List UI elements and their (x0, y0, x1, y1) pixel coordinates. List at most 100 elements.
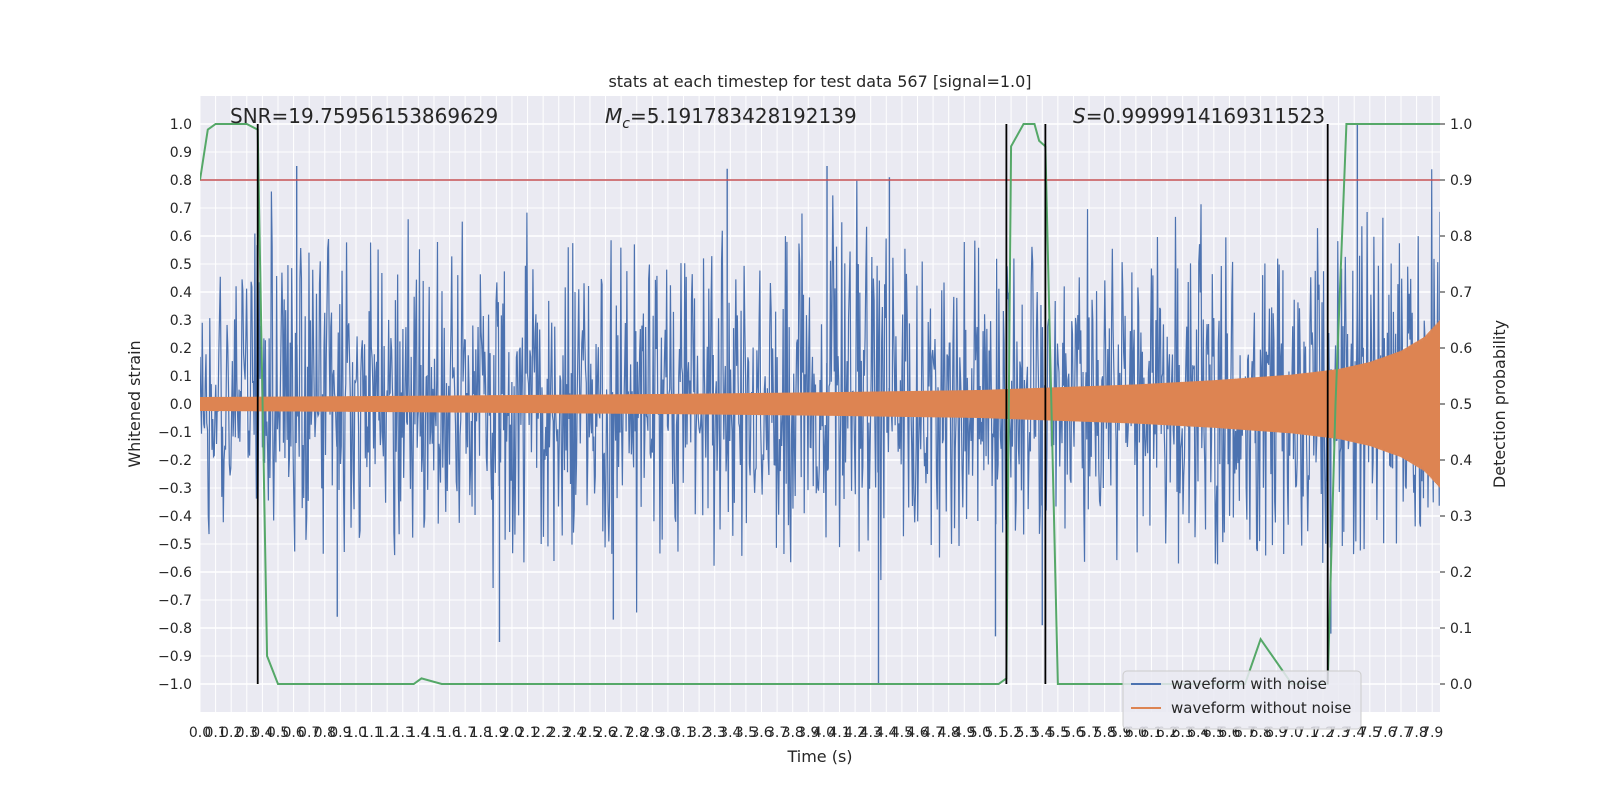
y2-tick-label-1: 0.1 (1450, 621, 1472, 637)
x-tick-label-78: 7.8 (1405, 725, 1427, 741)
x-tick-label-42: 4.2 (844, 725, 866, 741)
y2-tick-label-4: 0.4 (1450, 453, 1472, 469)
y-tick-label-14: 0.4 (170, 285, 192, 301)
x-tick-label-37: 3.7 (766, 725, 788, 741)
x-tick-label-9: 0.9 (329, 725, 351, 741)
x-tick-label-45: 4.5 (891, 725, 913, 741)
x-tick-label-8: 0.8 (314, 725, 336, 741)
mc-value: =5.191783428192139 (630, 104, 857, 128)
x-tick-label-77: 7.7 (1390, 725, 1412, 741)
x-tick-label-29: 2.9 (641, 725, 663, 741)
x-tick-label-36: 3.6 (750, 725, 772, 741)
y2-tick-label-10: 1.0 (1450, 117, 1472, 133)
legend: waveform with noise waveform without noi… (1122, 670, 1362, 730)
x-tick-label-20: 2.0 (501, 725, 523, 741)
x-tick-label-34: 3.4 (719, 725, 741, 741)
snr-annotation: SNR=19.75956153869629 (230, 104, 498, 128)
x-tick-label-21: 2.1 (516, 725, 538, 741)
x-tick-label-23: 2.3 (548, 725, 570, 741)
x-tick-label-33: 3.3 (704, 725, 726, 741)
legend-label-clean: waveform without noise (1171, 699, 1351, 717)
x-tick-label-27: 2.7 (610, 725, 632, 741)
y-tick-label-5: −0.5 (158, 537, 192, 553)
x-tick-label-14: 1.4 (407, 725, 429, 741)
x-tick-label-24: 2.4 (563, 725, 585, 741)
y-tick-label-15: 0.5 (170, 257, 192, 273)
y-tick-label-6: −0.4 (158, 509, 192, 525)
y2-tick-label-0: 0.0 (1450, 677, 1472, 693)
y-tick-label-4: −0.6 (158, 565, 192, 581)
y-tick-label-19: 0.9 (170, 145, 192, 161)
y2-tick-label-6: 0.6 (1450, 341, 1472, 357)
x-tick-label-54: 5.4 (1031, 725, 1053, 741)
y-tick-label-12: 0.2 (170, 341, 192, 357)
x-tick-label-47: 4.7 (922, 725, 944, 741)
s-symbol: S (1073, 104, 1086, 128)
x-tick-label-4: 0.4 (251, 725, 273, 741)
chart-title: stats at each timestep for test data 567… (608, 72, 1031, 91)
x-tick-label-30: 3.0 (657, 725, 679, 741)
x-tick-label-0: 0.0 (189, 725, 211, 741)
x-tick-label-40: 4.0 (813, 725, 835, 741)
x-tick-label-5: 0.5 (267, 725, 289, 741)
y2-tick-label-2: 0.2 (1450, 565, 1472, 581)
x-tick-label-53: 5.3 (1016, 725, 1038, 741)
x-tick-label-58: 5.8 (1094, 725, 1116, 741)
series-waveform-without-noise (200, 319, 1440, 488)
x-tick-label-7: 0.7 (298, 725, 320, 741)
x-tick-label-41: 4.1 (828, 725, 850, 741)
x-tick-label-49: 4.9 (953, 725, 975, 741)
y-tick-label-7: −0.3 (158, 481, 192, 497)
y-axis-label: Whitened strain (125, 340, 144, 467)
x-tick-label-12: 1.2 (376, 725, 398, 741)
y-tick-label-3: −0.7 (158, 593, 192, 609)
x-tick-label-13: 1.3 (392, 725, 414, 741)
x-tick-label-56: 5.6 (1062, 725, 1084, 741)
x-tick-label-38: 3.8 (782, 725, 804, 741)
series-waveform-with-noise (200, 169, 1440, 613)
y2-axis-label: Detection probability (1490, 320, 1509, 488)
y-tick-label-1: −0.9 (158, 649, 192, 665)
y-tick-label-0: −1.0 (158, 677, 192, 693)
y2-tick-label-3: 0.3 (1450, 509, 1472, 525)
x-tick-label-1: 0.1 (204, 725, 226, 741)
x-tick-label-43: 4.3 (860, 725, 882, 741)
x-tick-label-6: 0.6 (282, 725, 304, 741)
mc-subscript: c (622, 116, 630, 132)
x-tick-label-76: 7.6 (1374, 725, 1396, 741)
x-tick-label-48: 4.8 (938, 725, 960, 741)
x-tick-label-35: 3.5 (735, 725, 757, 741)
x-tick-label-17: 1.7 (454, 725, 476, 741)
x-tick-label-44: 4.4 (875, 725, 897, 741)
x-tick-label-39: 3.9 (797, 725, 819, 741)
y2-tick-label-7: 0.7 (1450, 285, 1472, 301)
y-tick-label-10: 0.0 (170, 397, 192, 413)
x-tick-label-18: 1.8 (470, 725, 492, 741)
y-tick-label-8: −0.2 (158, 453, 192, 469)
y-tick-label-13: 0.3 (170, 313, 192, 329)
x-tick-label-22: 2.2 (532, 725, 554, 741)
x-tick-label-46: 4.6 (906, 725, 928, 741)
y-tick-label-17: 0.7 (170, 201, 192, 217)
x-tick-label-32: 3.2 (688, 725, 710, 741)
x-tick-label-11: 1.1 (360, 725, 382, 741)
x-tick-label-57: 5.7 (1078, 725, 1100, 741)
x-axis-label: Time (s) (786, 747, 852, 766)
x-tick-label-19: 1.9 (485, 725, 507, 741)
y-tick-label-9: −0.1 (158, 425, 192, 441)
s-value: =0.9999914169311523 (1086, 104, 1325, 128)
x-tick-label-3: 0.3 (236, 725, 258, 741)
y-tick-label-16: 0.6 (170, 229, 192, 245)
chirp-mass-annotation: Mc=5.191783428192139 (605, 104, 857, 132)
x-tick-label-2: 0.2 (220, 725, 242, 741)
x-tick-label-79: 7.9 (1421, 725, 1443, 741)
x-tick-label-52: 5.2 (1000, 725, 1022, 741)
y-tick-label-20: 1.0 (170, 117, 192, 133)
x-tick-label-26: 2.6 (594, 725, 616, 741)
x-tick-label-75: 7.5 (1359, 725, 1381, 741)
x-tick-label-16: 1.6 (438, 725, 460, 741)
x-tick-label-15: 1.5 (423, 725, 445, 741)
y-axis-ticks: −1.0 −0.9 −0.8 −0.7 −0.6 −0.5 −0.4 −0.3 −0.2 −0.1… (158, 117, 192, 693)
y-tick-label-2: −0.8 (158, 621, 192, 637)
